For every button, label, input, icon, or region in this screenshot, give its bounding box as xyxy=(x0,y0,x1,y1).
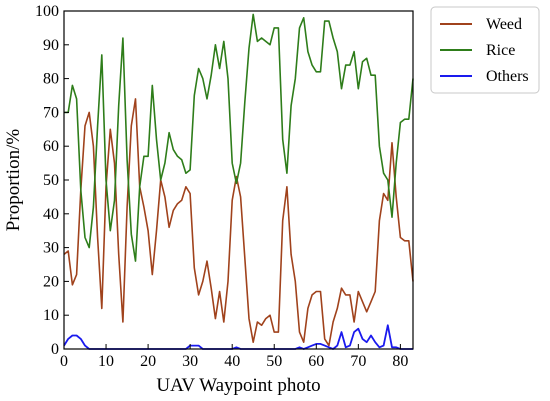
y-tick-label: 10 xyxy=(43,307,59,324)
legend-label-rice: Rice xyxy=(486,42,515,59)
y-tick-label: 40 xyxy=(43,206,59,223)
x-tick-label: 40 xyxy=(224,353,240,370)
x-tick-label: 20 xyxy=(140,353,156,370)
plot-lines xyxy=(63,13,414,350)
x-tick-label: 80 xyxy=(392,353,408,370)
x-tick-label: 30 xyxy=(182,353,198,370)
x-axis-ticks: 0 10 20 30 40 50 60 70 80 xyxy=(60,344,408,370)
legend: Weed Rice Others xyxy=(430,6,540,94)
series-line-rice xyxy=(64,13,414,262)
x-axis-title: UAV Waypoint photo xyxy=(156,375,320,396)
y-axis-title: Proportion/% xyxy=(3,129,24,232)
y-tick-label: 60 xyxy=(43,138,59,155)
series-line-weed xyxy=(63,98,414,347)
y-axis-ticks: 0 10 20 30 40 50 60 70 80 90 100 xyxy=(35,3,69,358)
x-tick-label: 50 xyxy=(266,353,282,370)
y-tick-label: 100 xyxy=(35,3,59,20)
legend-label-others: Others xyxy=(486,68,529,85)
y-tick-label: 30 xyxy=(43,240,59,257)
x-tick-label: 60 xyxy=(308,353,324,370)
y-tick-label: 20 xyxy=(43,273,59,290)
legend-label-weed: Weed xyxy=(486,16,522,33)
x-tick-label: 0 xyxy=(60,353,68,370)
legend-box xyxy=(430,6,540,94)
y-tick-label: 0 xyxy=(51,341,59,358)
y-tick-label: 80 xyxy=(43,71,59,88)
x-tick-label: 10 xyxy=(98,353,114,370)
y-tick-label: 70 xyxy=(43,104,59,121)
y-tick-label: 90 xyxy=(43,37,59,54)
x-tick-label: 70 xyxy=(350,353,366,370)
y-tick-label: 50 xyxy=(43,172,59,189)
series-line-others xyxy=(63,324,413,350)
